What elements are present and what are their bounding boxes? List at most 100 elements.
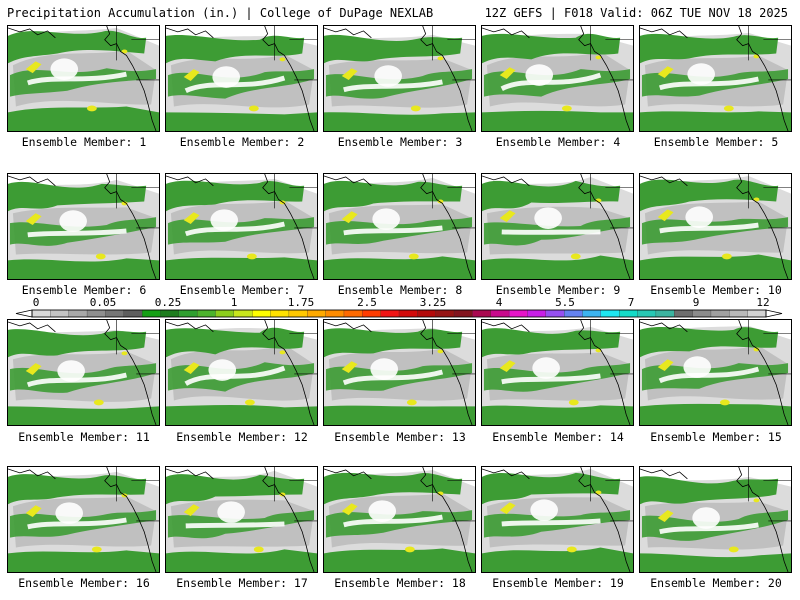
colorbar-swatch	[215, 309, 235, 318]
coastline	[420, 174, 473, 279]
green-precip-band	[482, 547, 633, 572]
green-precip-band	[166, 404, 317, 425]
colorbar-swatch	[747, 309, 767, 318]
dry-band	[184, 221, 286, 237]
green-precip-band	[640, 476, 779, 505]
ensemble-member-map	[7, 319, 160, 426]
dry-band	[342, 369, 444, 386]
dry-swirl	[50, 58, 79, 80]
heavy-precip-spot	[404, 546, 415, 553]
border-line	[447, 480, 475, 522]
ensemble-member-map	[323, 173, 476, 280]
ensemble-member-label: Ensemble Member: 7	[179, 283, 305, 297]
coastline	[104, 320, 157, 425]
map-canvas	[324, 320, 475, 425]
dry-swirl	[210, 209, 239, 231]
ensemble-member-label: Ensemble Member: 12	[176, 430, 308, 444]
ensemble-member-map	[165, 466, 318, 573]
colorbar-swatch	[288, 309, 308, 318]
ensemble-member-label: Ensemble Member: 4	[495, 135, 621, 149]
coastline	[8, 175, 56, 187]
heavy-precip-spot	[246, 253, 257, 260]
border-line	[131, 480, 159, 522]
coastline	[482, 321, 530, 333]
dry-swirl	[685, 206, 714, 228]
dry-band	[658, 366, 760, 384]
green-precip-band	[166, 327, 305, 358]
green-precip-band	[640, 553, 791, 572]
colorbar-swatch	[582, 309, 602, 318]
colorbar-tick-label: 9	[693, 296, 700, 309]
green-precip-band	[482, 180, 621, 212]
heavy-precip-spot	[91, 546, 102, 553]
colorbar-swatch	[490, 309, 510, 318]
map-canvas	[324, 467, 475, 572]
colorbar-swatch	[527, 309, 547, 318]
heavy-precip-spot	[253, 546, 264, 553]
colorbar-swatch	[453, 309, 473, 318]
heavy-precip-spot	[561, 105, 572, 112]
coastline	[482, 468, 530, 480]
border-line	[131, 333, 159, 375]
dry-swirl	[372, 208, 400, 230]
map-canvas	[8, 467, 159, 572]
ensemble-member-label: Ensemble Member: 14	[492, 430, 624, 444]
dry-band	[343, 514, 443, 528]
dry-band	[500, 72, 602, 92]
green-precip-band	[166, 474, 305, 505]
colorbar-tick-label: 1	[231, 296, 238, 309]
coastline	[736, 320, 789, 425]
colorbar-swatch	[233, 309, 253, 318]
heavy-precip-spot	[753, 347, 760, 352]
heavy-precip-spot	[121, 351, 128, 356]
coastline	[324, 27, 372, 39]
map-canvas	[640, 467, 791, 572]
colorbar-frame	[31, 309, 767, 318]
colorbar-swatch	[710, 309, 730, 318]
heavy-precip-spot	[499, 360, 516, 373]
green-precip-band	[640, 179, 779, 212]
dry-swirl	[687, 63, 716, 85]
dry-swirl	[534, 207, 562, 229]
border-line	[447, 333, 475, 375]
map-canvas	[482, 26, 633, 131]
green-precip-band	[640, 111, 791, 131]
colorbar-swatch	[674, 309, 694, 318]
coastline	[166, 27, 214, 39]
heavy-precip-spot	[121, 49, 128, 54]
dry-band	[343, 225, 443, 236]
colorbar-swatch	[435, 309, 455, 318]
colorbar-swatch	[141, 309, 161, 318]
dry-swirl	[530, 499, 558, 521]
heavy-precip-spot	[25, 505, 42, 518]
heavy-precip-spot	[183, 362, 200, 374]
heavy-precip-spot	[499, 502, 516, 515]
colorbar-tick-label: 0	[33, 296, 40, 309]
colorbar-min-arrow	[15, 309, 33, 318]
green-precip-band	[166, 257, 317, 279]
coastline	[262, 320, 315, 425]
colorbar-swatch	[343, 309, 363, 318]
dry-band	[501, 518, 601, 527]
heavy-precip-spot	[568, 399, 579, 406]
heavy-precip-spot	[244, 399, 255, 406]
green-precip-band	[8, 258, 159, 279]
green-precip-band	[482, 33, 621, 64]
colorbar-swatch	[105, 309, 125, 318]
heavy-precip-spot	[657, 510, 674, 522]
dry-swirl	[692, 507, 720, 529]
coastline	[736, 26, 789, 131]
colorbar-tick-label: 4	[496, 296, 503, 309]
dry-swirl	[57, 360, 85, 382]
green-precip-band	[8, 474, 147, 505]
coastline	[578, 467, 631, 572]
ensemble-member-map	[639, 319, 792, 426]
colorbar-tick-label: 2.5	[357, 296, 377, 309]
ensemble-member-label: Ensemble Member: 10	[650, 283, 782, 297]
green-precip-band	[8, 406, 159, 425]
coastline	[578, 26, 631, 131]
dry-swirl	[59, 210, 87, 232]
ensemble-member-label: Ensemble Member: 13	[334, 430, 466, 444]
coastline	[324, 175, 372, 187]
